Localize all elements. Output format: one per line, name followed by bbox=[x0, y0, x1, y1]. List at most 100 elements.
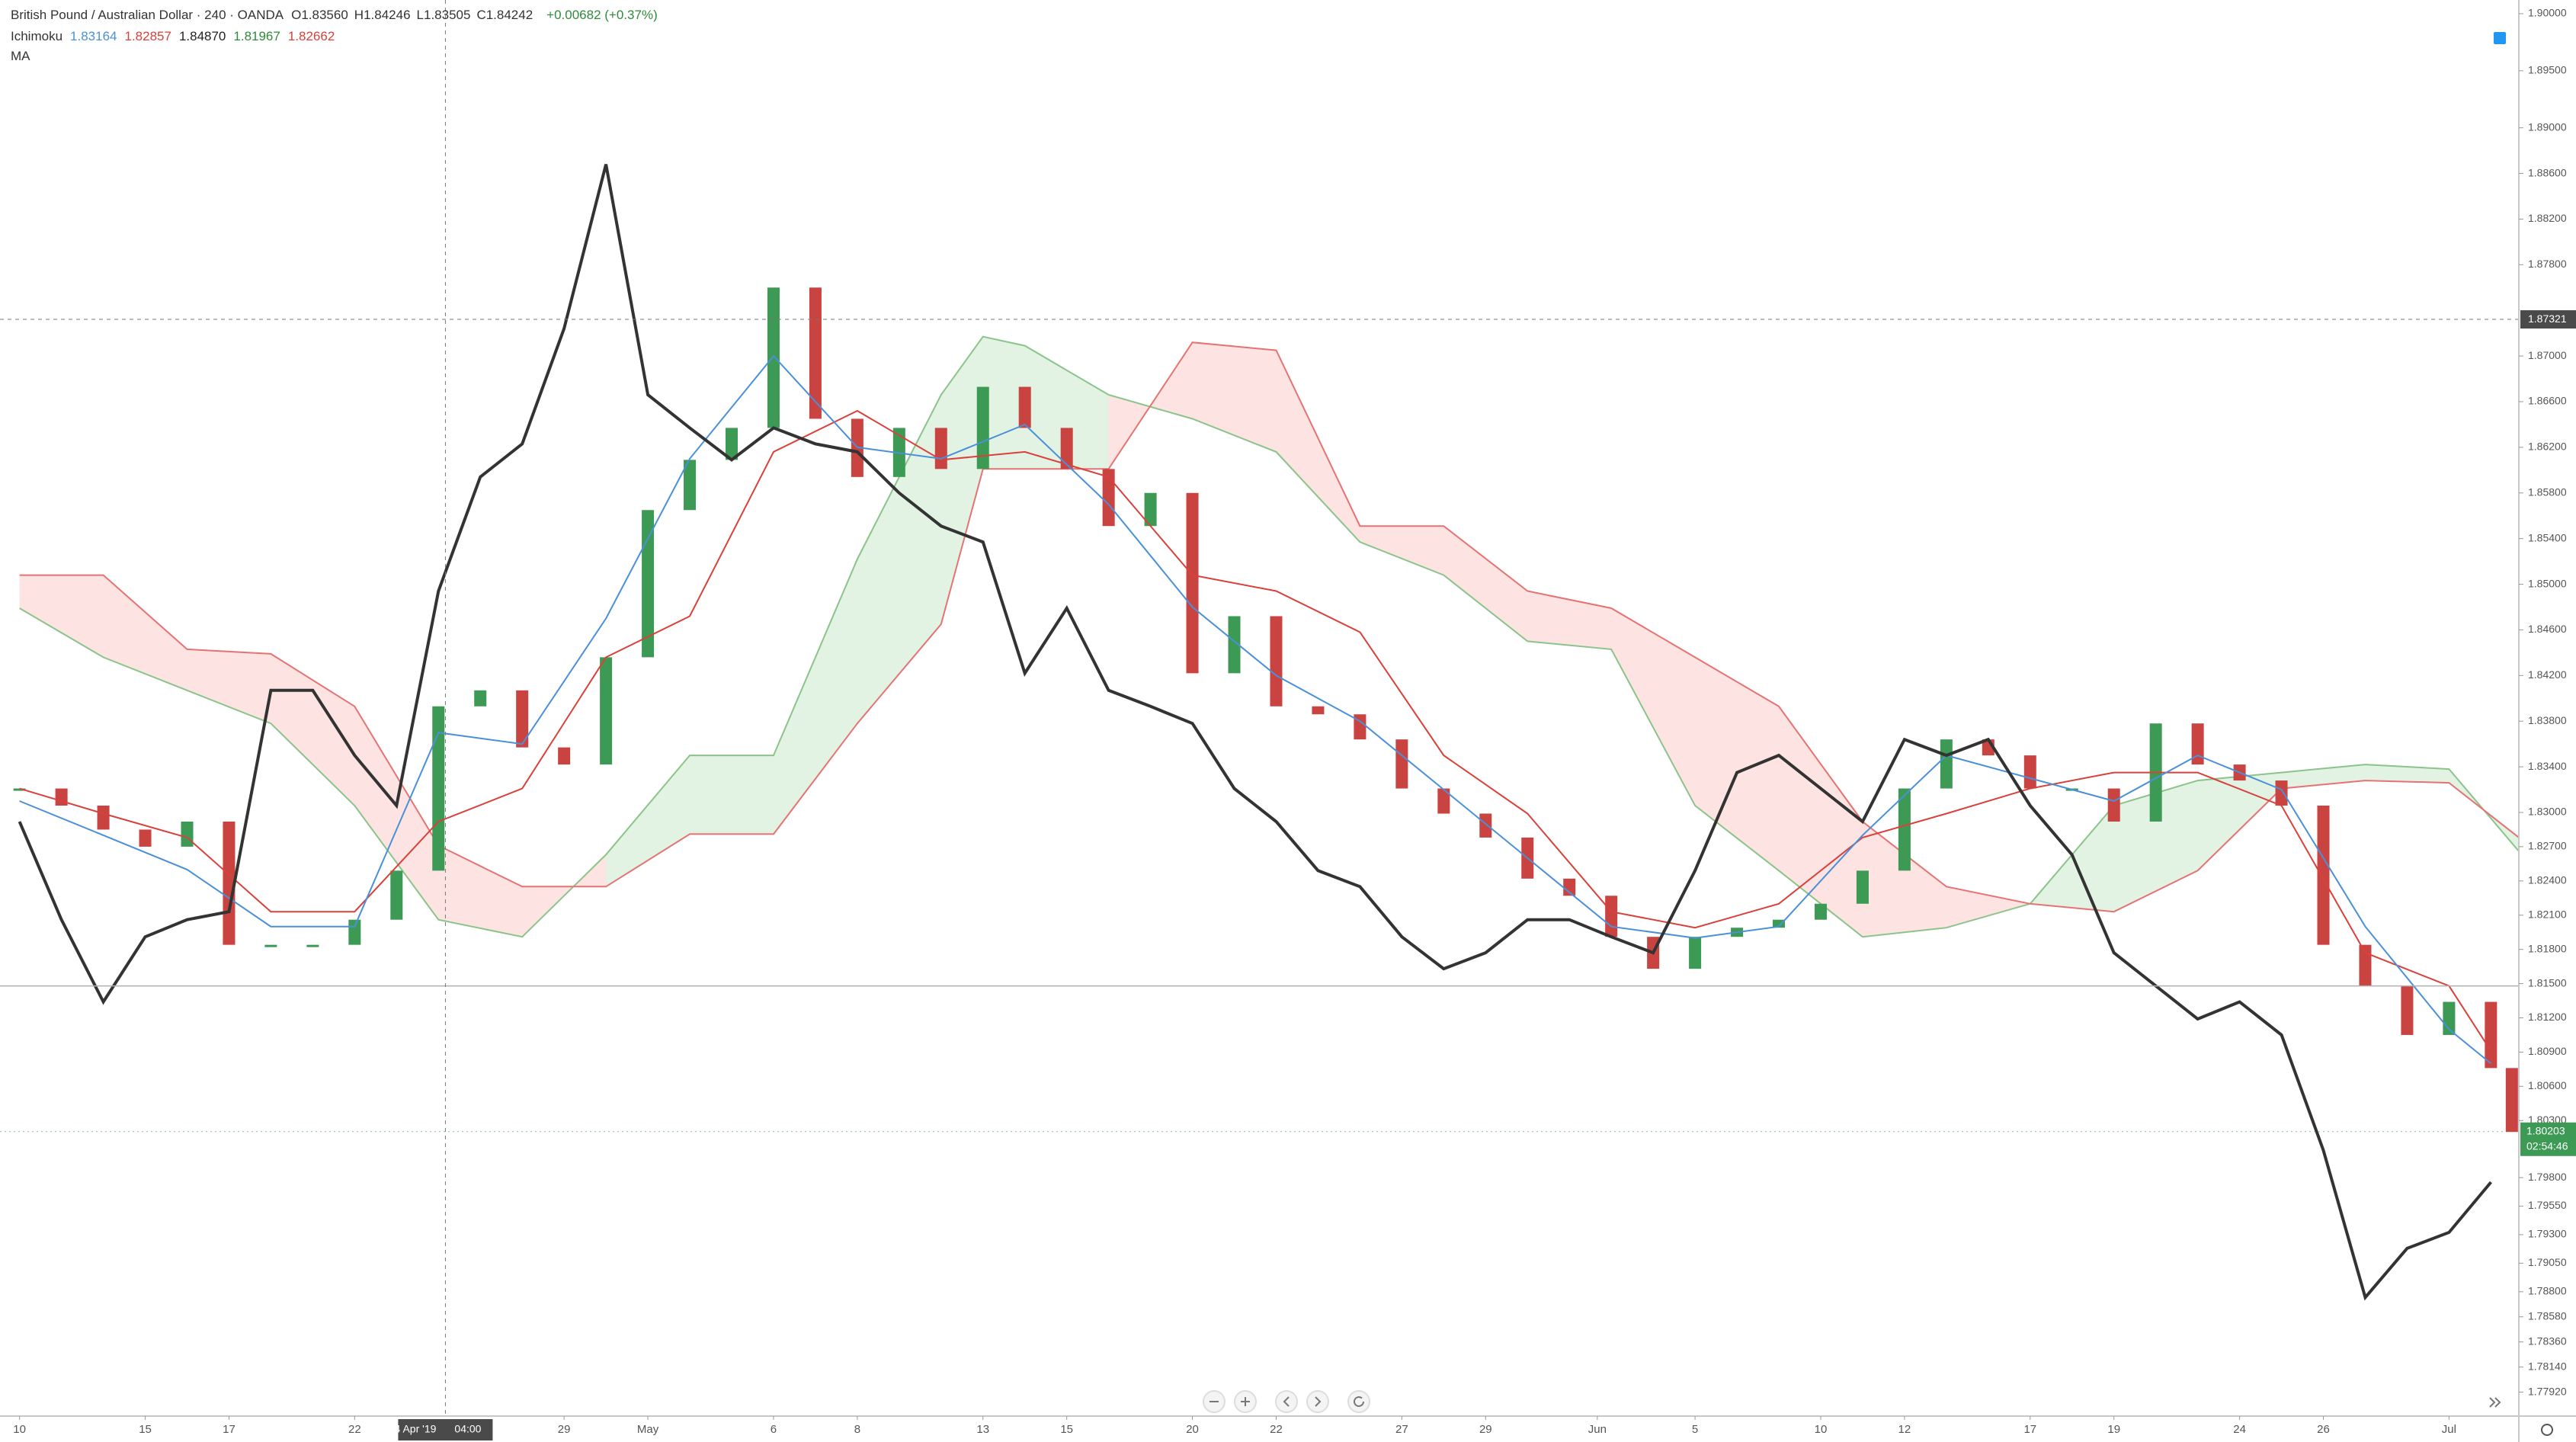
candle bbox=[390, 870, 403, 920]
y-tick-label: 1.78140 bbox=[2528, 1360, 2567, 1372]
y-tick-label: 1.86200 bbox=[2528, 441, 2567, 453]
reset[interactable] bbox=[1347, 1390, 1370, 1413]
y-tick-label: 1.85000 bbox=[2528, 577, 2567, 589]
y-tick-label: 1.86600 bbox=[2528, 395, 2567, 407]
x-tick-label: 13 bbox=[976, 1423, 989, 1436]
y-tick-label: 1.79050 bbox=[2528, 1256, 2567, 1268]
y-tick-label: 1.87800 bbox=[2528, 258, 2567, 270]
candle bbox=[1479, 813, 1492, 838]
y-tick-label: 1.85400 bbox=[2528, 531, 2567, 543]
candle bbox=[264, 944, 277, 947]
candle bbox=[1060, 428, 1073, 469]
zoom-controls[interactable] bbox=[1203, 1390, 1370, 1413]
x-tick-label: 10 bbox=[13, 1423, 26, 1436]
indicator-line bbox=[18, 164, 2492, 1301]
y-tick-label: 1.81200 bbox=[2528, 1011, 2567, 1023]
y-tick-label: 1.89500 bbox=[2528, 64, 2567, 76]
scroll-right-icon bbox=[1315, 1396, 1322, 1407]
cloud-segment bbox=[1276, 350, 1360, 543]
cloud-segment bbox=[1611, 607, 1696, 806]
candle bbox=[725, 428, 738, 460]
bar-countdown: 02:54:46 bbox=[2526, 1139, 2568, 1152]
y-tick-label: 1.81800 bbox=[2528, 942, 2567, 954]
candle bbox=[2275, 780, 2288, 806]
candle bbox=[2023, 755, 2036, 789]
indicator-line bbox=[19, 409, 2492, 1052]
candle bbox=[223, 821, 235, 945]
cloud-segment bbox=[1946, 886, 2030, 928]
x-tick-label: Jun bbox=[1588, 1423, 1607, 1436]
candle bbox=[1437, 788, 1450, 814]
cloud-segment bbox=[773, 559, 857, 835]
y-tick-label: 1.83000 bbox=[2528, 806, 2567, 818]
cloud-segment bbox=[1695, 657, 1780, 871]
y-tick-label: 1.80900 bbox=[2528, 1045, 2567, 1057]
cloud-segment bbox=[606, 755, 690, 887]
crosshair-price: 1.87321 bbox=[2528, 312, 2567, 325]
candle bbox=[1018, 386, 1031, 428]
x-tick-label: 15 bbox=[139, 1423, 152, 1436]
x-tick-label: 6 bbox=[771, 1423, 777, 1436]
candle bbox=[181, 821, 194, 847]
y-tick-label: 1.78800 bbox=[2528, 1285, 2567, 1297]
candle bbox=[1186, 492, 1199, 674]
y-tick-label: 1.85800 bbox=[2528, 485, 2567, 498]
cloud-segment bbox=[2030, 806, 2114, 912]
y-tick-label: 1.82700 bbox=[2528, 840, 2567, 852]
candle bbox=[642, 510, 655, 658]
candle bbox=[1898, 788, 1911, 871]
reset-icon bbox=[1354, 1396, 1364, 1407]
candle bbox=[516, 690, 529, 748]
cloud-segment bbox=[857, 395, 941, 724]
crosshair-y-box bbox=[2520, 310, 2576, 329]
cloud-segment bbox=[1527, 591, 1612, 649]
x-tick-label: 20 bbox=[1186, 1423, 1199, 1436]
ohlc-value: C1.84242 bbox=[476, 8, 533, 22]
candle bbox=[1270, 616, 1283, 707]
candle bbox=[1773, 919, 1786, 928]
symbol-title[interactable]: British Pound / Australian Dollar · 240 … bbox=[11, 8, 284, 22]
candle bbox=[2317, 806, 2330, 945]
cloud-segment bbox=[940, 336, 983, 624]
x-tick-label: 17 bbox=[223, 1423, 235, 1436]
x-tick-label: 12 bbox=[1898, 1423, 1911, 1436]
x-tick-label: May bbox=[637, 1423, 659, 1436]
candle bbox=[348, 919, 361, 945]
candle bbox=[976, 386, 989, 469]
candle bbox=[139, 829, 152, 847]
cloud-segment bbox=[1192, 342, 1277, 452]
candle bbox=[306, 944, 319, 947]
candle bbox=[1689, 937, 1702, 969]
candle bbox=[1102, 469, 1115, 527]
candle bbox=[2401, 985, 2414, 1035]
y-tick-label: 1.80600 bbox=[2528, 1079, 2567, 1091]
x-tick-label: 22 bbox=[1270, 1423, 1283, 1436]
x-tick-label: 24 bbox=[2233, 1423, 2246, 1436]
ohlc-value: L1.83505 bbox=[416, 8, 471, 22]
y-tick-label: 1.79550 bbox=[2528, 1199, 2567, 1211]
save-icon[interactable] bbox=[2494, 32, 2506, 44]
scroll-right[interactable] bbox=[1306, 1390, 1329, 1413]
last-price-box bbox=[2520, 1122, 2576, 1156]
y-tick-label: 1.78580 bbox=[2528, 1309, 2567, 1322]
change: +0.00682 (+0.37%) bbox=[546, 8, 658, 22]
x-tick-label: 19 bbox=[2107, 1423, 2120, 1436]
scroll-to-end[interactable] bbox=[2489, 1397, 2501, 1408]
crosshair-date: 24 Apr '19 bbox=[389, 1423, 437, 1435]
y-tick-label: 1.88200 bbox=[2528, 212, 2567, 224]
indicator-row: Ichimoku 1.83164 1.82857 1.84870 1.81967 1.82… bbox=[11, 29, 342, 44]
candle bbox=[97, 806, 110, 830]
candle bbox=[684, 460, 697, 511]
cloud-segment bbox=[1443, 526, 1528, 642]
indicator-value: 1.81967 bbox=[233, 29, 280, 43]
y-tick-label: 1.90000 bbox=[2528, 7, 2567, 19]
y-tick-label: 1.79800 bbox=[2528, 1171, 2567, 1183]
candle bbox=[1395, 739, 1408, 789]
candle bbox=[600, 657, 613, 765]
settings[interactable] bbox=[2541, 1424, 2553, 1436]
candle bbox=[1605, 896, 1618, 937]
last-price: 1.80203 bbox=[2526, 1124, 2565, 1136]
scroll-left[interactable] bbox=[1275, 1390, 1298, 1413]
